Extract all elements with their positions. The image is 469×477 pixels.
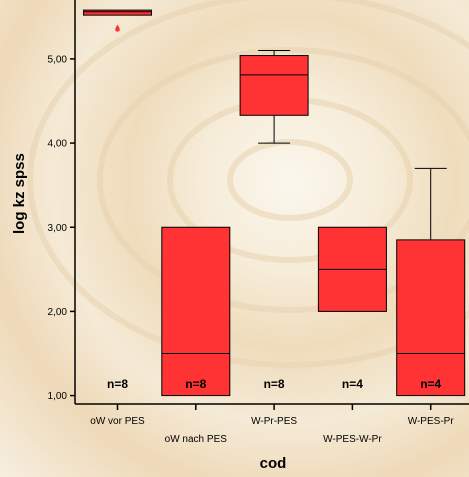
n-label: n=4 (420, 377, 441, 391)
n-label: n=8 (185, 377, 206, 391)
box-4: n=4 (317, 226, 387, 391)
n-label: n=8 (107, 377, 128, 391)
y-tick-label: 1,00 (48, 391, 68, 402)
y-tick-label: 3,00 (48, 223, 68, 234)
y-axis-ticks: 1,00 2,00 3,00 4,00 5,00 (48, 54, 75, 402)
x-tick-label: oW vor PES (90, 416, 145, 427)
n-label: n=8 (264, 377, 285, 391)
box-1: n=8 (83, 9, 152, 391)
n-label: n=4 (342, 377, 363, 391)
y-axis-title: log kz spss (11, 153, 28, 234)
chart-marks: n=8 n=8 n=8 n=4 n=4 (83, 9, 466, 397)
box-2: n=8 (161, 226, 231, 397)
outlier-point (115, 24, 120, 32)
x-axis-ticks: oW vor PES oW nach PES W-Pr-PES W-PES-W-Pr W… (90, 404, 454, 445)
box-3: n=8 (239, 50, 309, 391)
x-tick-label: W-Pr-PES (251, 416, 297, 427)
box-iqr (161, 226, 231, 397)
x-tick-label: W-PES-Pr (408, 416, 455, 427)
x-axis-title: cod (260, 455, 287, 472)
y-tick-label: 4,00 (48, 139, 68, 150)
x-tick-label: oW nach PES (165, 434, 228, 445)
x-tick-label: W-PES-W-Pr (323, 434, 382, 445)
y-tick-label: 5,00 (48, 54, 68, 65)
box-iqr (83, 9, 152, 16)
box-iqr (396, 239, 466, 397)
box-5: n=4 (396, 167, 466, 397)
y-tick-label: 2,00 (48, 307, 68, 318)
box-iqr (239, 55, 309, 116)
